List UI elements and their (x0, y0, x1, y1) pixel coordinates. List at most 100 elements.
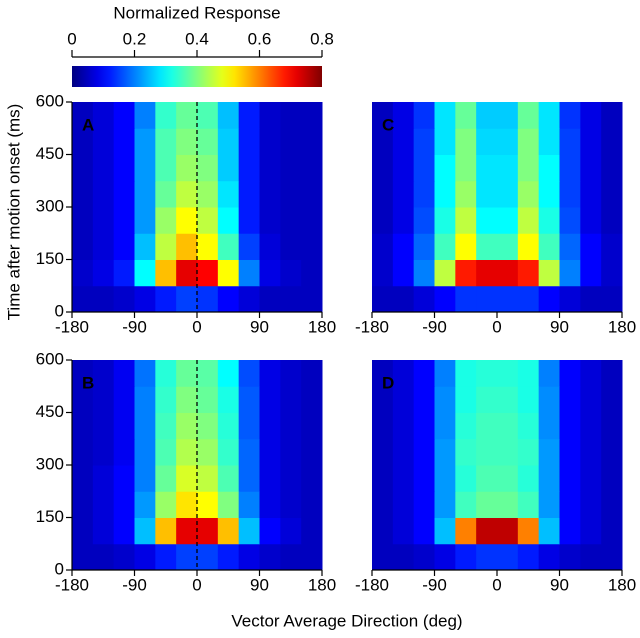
heatmap-cell (176, 180, 198, 208)
heatmap-cell (134, 517, 156, 545)
heatmap-cell (217, 543, 240, 571)
heatmap-cell (238, 412, 260, 440)
heatmap-cell (155, 491, 177, 518)
heatmap-cell (392, 543, 415, 571)
heatmap-cell (176, 438, 198, 466)
heatmap-cell (517, 233, 540, 260)
heatmap-cell (92, 128, 115, 155)
heatmap-cell (197, 386, 219, 413)
heatmap-cell (538, 517, 560, 545)
heatmap-cell (113, 491, 135, 518)
heatmap (72, 102, 323, 313)
heatmap-cell (476, 386, 498, 413)
heatmap-cell (301, 491, 323, 518)
heatmap-cell (476, 128, 498, 155)
heatmap-cell (497, 180, 519, 208)
heatmap-cell (176, 207, 198, 234)
heatmap-cell (538, 438, 560, 466)
heatmap-cell (455, 360, 477, 387)
heatmap-cell (280, 517, 302, 545)
heatmap-cell (134, 438, 156, 466)
heatmap-cell (301, 543, 323, 571)
heatmap-cell (372, 438, 394, 466)
heatmap-cell (301, 180, 323, 208)
heatmap-cell (280, 438, 302, 466)
heatmap-cell (476, 180, 498, 208)
heatmap-cell (455, 154, 477, 182)
heatmap-cell (559, 360, 581, 387)
heatmap-cell (580, 154, 602, 182)
heatmap-cell (517, 360, 540, 387)
heatmap-cell (392, 412, 415, 440)
heatmap-cell (134, 180, 156, 208)
heatmap-cell (497, 438, 519, 466)
heatmap-cell (280, 491, 302, 518)
heatmap-cell (559, 517, 581, 545)
heatmap-cell (134, 207, 156, 234)
heatmap-cell (113, 386, 135, 413)
heatmap-cell (517, 154, 540, 182)
heatmap-cell (113, 259, 135, 287)
heatmap-cell (580, 465, 602, 492)
heatmap-cell (601, 259, 623, 287)
heatmap-cell (580, 259, 602, 287)
y-tick-label: 0 (55, 301, 64, 320)
heatmap-cell (134, 102, 156, 129)
heatmap-cell (392, 465, 415, 492)
heatmap-cell (197, 102, 219, 129)
heatmap-cell (238, 154, 260, 182)
x-tick-label: -180 (355, 575, 389, 594)
heatmap-cell (517, 386, 540, 413)
heatmap-cell (134, 412, 156, 440)
heatmap-cell (301, 154, 323, 182)
x-tick-label: -90 (122, 575, 147, 594)
heatmap-cell (476, 465, 498, 492)
heatmap-cell (134, 386, 156, 413)
heatmap-cell (301, 233, 323, 260)
heatmap-cell (476, 233, 498, 260)
heatmap-cell (72, 386, 94, 413)
heatmap-cell (497, 412, 519, 440)
heatmap-cell (601, 102, 623, 129)
heatmap-cell (601, 285, 623, 313)
heatmap-cell (372, 543, 394, 571)
heatmap-cell (113, 465, 135, 492)
heatmap-cell (559, 543, 581, 571)
heatmap-cell (92, 102, 115, 129)
heatmap-cell (259, 543, 281, 571)
heatmap-cell (280, 154, 302, 182)
heatmap-cell (538, 360, 560, 387)
x-tick-label: 90 (250, 317, 269, 336)
heatmap-cell (580, 543, 602, 571)
x-axis-label: Vector Average Direction (deg) (231, 611, 462, 630)
heatmap-cell (113, 233, 135, 260)
heatmap-cell (476, 438, 498, 466)
heatmap-cell (238, 285, 260, 313)
heatmap-cell (176, 386, 198, 413)
heatmap-cell (497, 360, 519, 387)
heatmap-cell (238, 207, 260, 234)
heatmap-cell (155, 154, 177, 182)
heatmap-cell (301, 207, 323, 234)
heatmap-cell (517, 412, 540, 440)
heatmap-cell (176, 102, 198, 129)
heatmap-cell (601, 154, 623, 182)
heatmap-cell (72, 259, 94, 287)
heatmap-cell (72, 154, 94, 182)
heatmap-cell (538, 259, 560, 287)
heatmap-cell (559, 386, 581, 413)
heatmap-cell (259, 386, 281, 413)
heatmap-cell (259, 491, 281, 518)
heatmap-cell (113, 543, 135, 571)
heatmap-cell (280, 207, 302, 234)
heatmap-cell (372, 102, 394, 129)
heatmap-cell (280, 285, 302, 313)
heatmap-cell (92, 285, 115, 313)
heatmap-cell (497, 386, 519, 413)
x-tick-label: -180 (55, 575, 89, 594)
heatmap-cell (259, 154, 281, 182)
heatmap-cell (92, 543, 115, 571)
heatmap-cell (301, 517, 323, 545)
heatmap-cell (113, 438, 135, 466)
heatmap-cell (538, 543, 560, 571)
